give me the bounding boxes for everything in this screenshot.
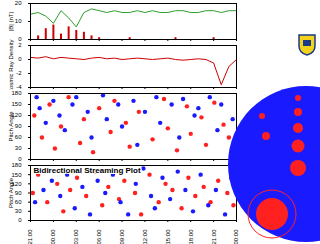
svg-text:10: 10 — [15, 18, 22, 24]
svg-text:90: 90 — [15, 190, 22, 196]
svg-text:-2: -2 — [16, 70, 22, 76]
svg-text:-4: -4 — [16, 84, 22, 91]
svg-text:21:00: 21:00 — [211, 229, 217, 244]
svg-text:60: 60 — [15, 199, 22, 205]
svg-text:90: 90 — [15, 123, 22, 129]
svg-text:0: 0 — [18, 56, 22, 62]
svg-text:18:00: 18:00 — [188, 229, 194, 244]
svg-text:00:00: 00:00 — [233, 229, 239, 244]
svg-text:30: 30 — [15, 208, 22, 214]
svg-text:150: 150 — [11, 172, 22, 178]
svg-text:2: 2 — [18, 42, 22, 48]
svg-text:0: 0 — [18, 217, 22, 223]
svg-text:|B| (nT): |B| (nT) — [8, 12, 14, 32]
svg-text:Pitch Angle: Pitch Angle — [8, 177, 14, 208]
svg-text:Bidirectional Streaming Plot: Bidirectional Streaming Plot — [34, 166, 141, 175]
svg-text:180: 180 — [11, 162, 22, 168]
svg-text:180: 180 — [11, 90, 22, 96]
svg-text:09:00: 09:00 — [119, 229, 125, 244]
svg-text:150: 150 — [11, 101, 22, 107]
svg-text:120: 120 — [11, 180, 22, 187]
svg-text:120: 120 — [11, 112, 22, 119]
svg-text:Pitch Angle: Pitch Angle — [8, 111, 14, 142]
svg-text:0: 0 — [18, 36, 22, 43]
svg-text:03:00: 03:00 — [73, 229, 79, 244]
svg-text:30: 30 — [15, 145, 22, 151]
svg-text:21:00: 21:00 — [27, 229, 33, 244]
svg-text:20: 20 — [15, 0, 22, 6]
svg-text:15:00: 15:00 — [165, 229, 171, 244]
svg-text:06:00: 06:00 — [96, 229, 102, 244]
svg-text:60: 60 — [15, 134, 22, 140]
svg-text:Cosmic Ray Density: Cosmic Ray Density — [8, 39, 14, 93]
svg-text:00:00: 00:00 — [50, 229, 56, 244]
svg-text:0: 0 — [18, 156, 22, 163]
svg-text:12:00: 12:00 — [142, 229, 148, 244]
